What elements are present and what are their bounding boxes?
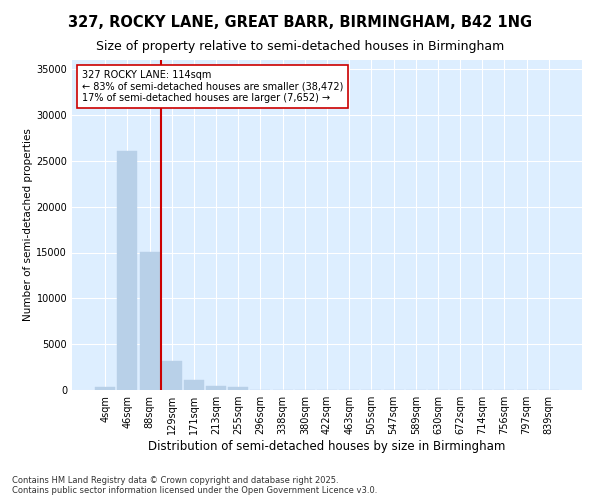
Bar: [228, 388, 248, 390]
Bar: [206, 386, 226, 390]
Text: Size of property relative to semi-detached houses in Birmingham: Size of property relative to semi-detach…: [96, 40, 504, 53]
X-axis label: Distribution of semi-detached houses by size in Birmingham: Distribution of semi-detached houses by …: [148, 440, 506, 453]
Bar: [118, 151, 137, 390]
Bar: [184, 380, 204, 390]
Text: 327, ROCKY LANE, GREAT BARR, BIRMINGHAM, B42 1NG: 327, ROCKY LANE, GREAT BARR, BIRMINGHAM,…: [68, 15, 532, 30]
Bar: [140, 252, 160, 390]
Bar: [95, 386, 115, 390]
Y-axis label: Number of semi-detached properties: Number of semi-detached properties: [23, 128, 34, 322]
Bar: [162, 360, 182, 390]
Text: 327 ROCKY LANE: 114sqm
← 83% of semi-detached houses are smaller (38,472)
17% of: 327 ROCKY LANE: 114sqm ← 83% of semi-det…: [82, 70, 344, 103]
Text: Contains HM Land Registry data © Crown copyright and database right 2025.
Contai: Contains HM Land Registry data © Crown c…: [12, 476, 377, 495]
